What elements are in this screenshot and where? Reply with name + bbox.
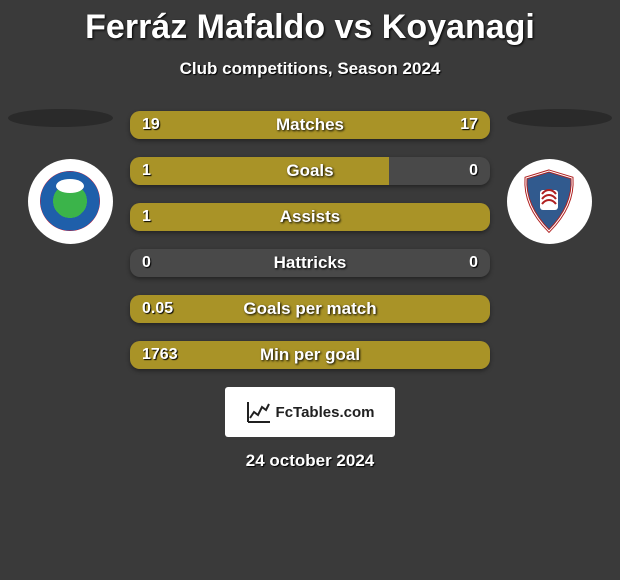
footer-date: 24 october 2024 bbox=[0, 451, 620, 471]
branding-badge: FcTables.com bbox=[225, 387, 395, 437]
stat-row: 00Hattricks bbox=[130, 249, 490, 277]
stat-row: 1917Matches bbox=[130, 111, 490, 139]
stat-label: Assists bbox=[130, 203, 490, 231]
branding-text: FcTables.com bbox=[276, 404, 375, 421]
stat-row: 0.05Goals per match bbox=[130, 295, 490, 323]
stat-bars: 1917Matches 10Goals 1Assists 00Hattricks 0.0… bbox=[130, 109, 490, 369]
team-logo-right bbox=[507, 159, 592, 244]
chart-icon bbox=[246, 400, 272, 424]
team-logo-left-inner bbox=[40, 171, 100, 231]
shadow-left bbox=[8, 109, 113, 127]
subtitle: Club competitions, Season 2024 bbox=[0, 59, 620, 79]
shadow-right bbox=[507, 109, 612, 127]
stat-row: 1Assists bbox=[130, 203, 490, 231]
stat-row: 1763Min per goal bbox=[130, 341, 490, 369]
team-logo-right-inner bbox=[514, 166, 584, 236]
stat-label: Hattricks bbox=[130, 249, 490, 277]
stat-label: Goals bbox=[130, 157, 490, 185]
stat-label: Matches bbox=[130, 111, 490, 139]
stat-label: Goals per match bbox=[130, 295, 490, 323]
team-logo-left bbox=[28, 159, 113, 244]
stat-row: 10Goals bbox=[130, 157, 490, 185]
page-title: Ferráz Mafaldo vs Koyanagi bbox=[0, 0, 620, 47]
stat-label: Min per goal bbox=[130, 341, 490, 369]
comparison-panel: 1917Matches 10Goals 1Assists 00Hattricks 0.0… bbox=[0, 109, 620, 369]
